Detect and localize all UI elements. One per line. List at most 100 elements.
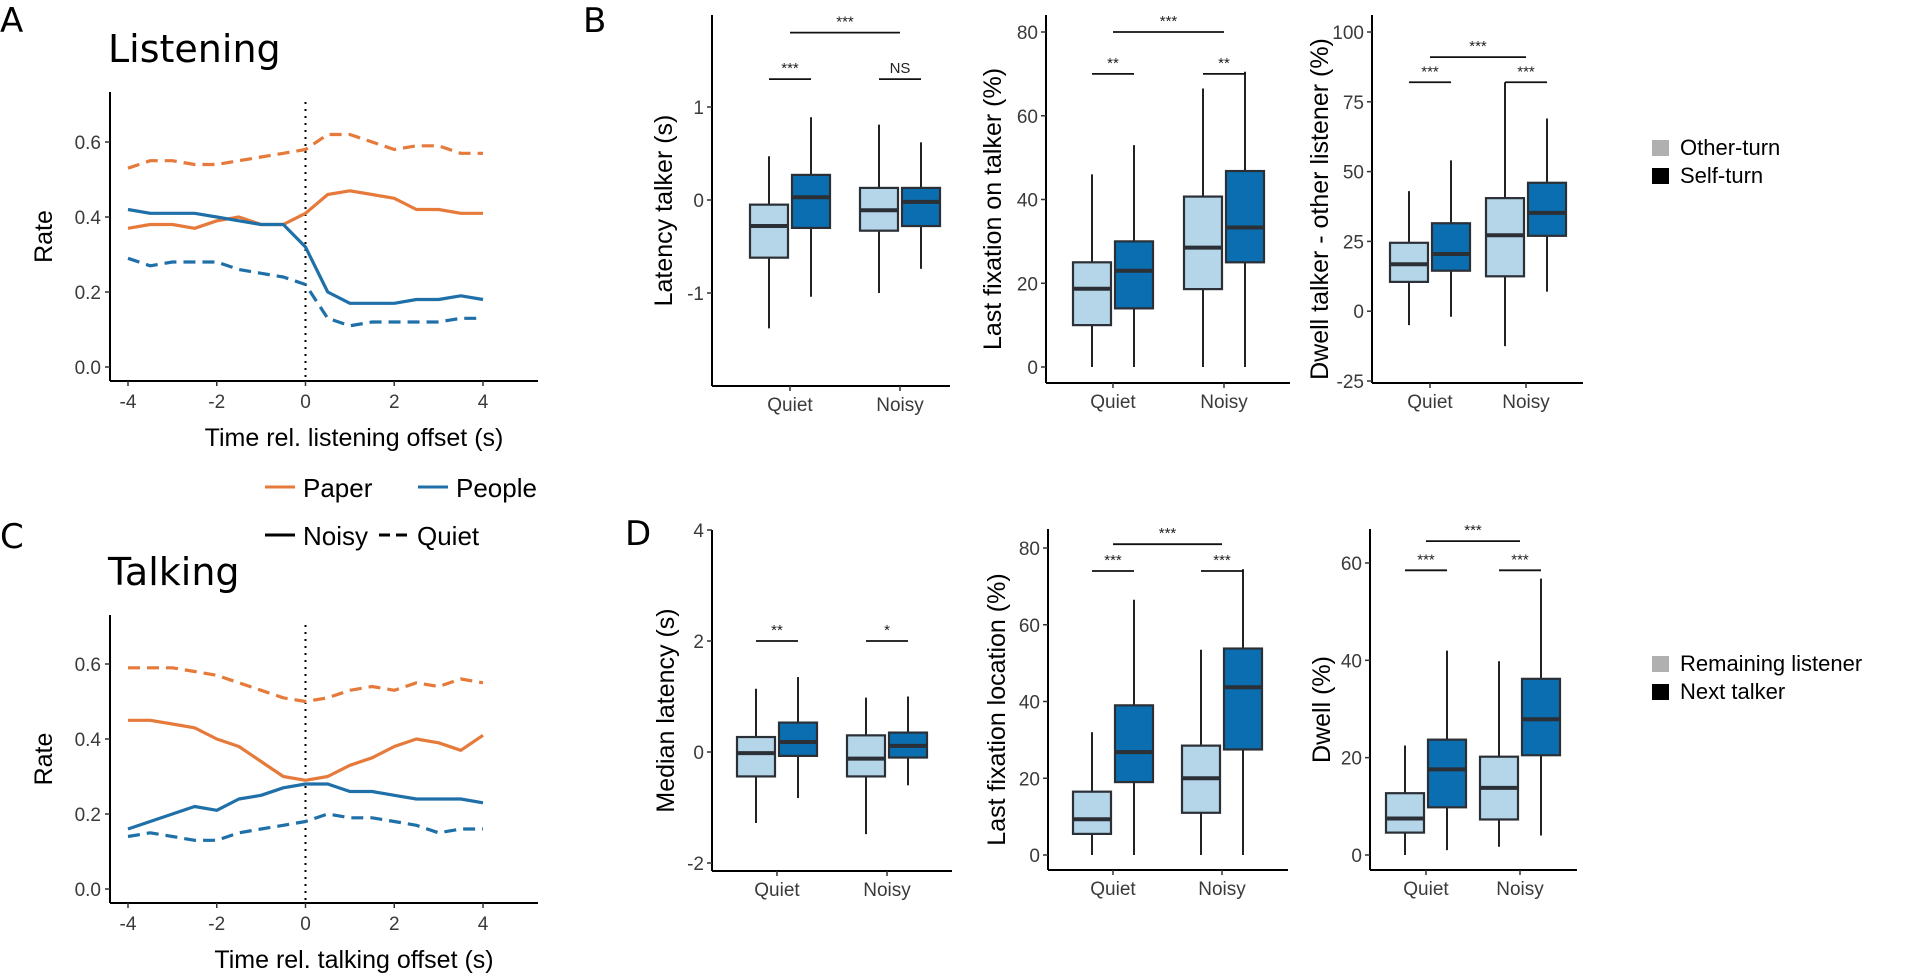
x-tick-label: Noisy bbox=[1200, 392, 1248, 413]
chart-dwell: 0 20 40 60 Quiet Noisy *** *** *** Dwell (%) bbox=[1308, 522, 1577, 900]
x-tick-label: Noisy bbox=[863, 880, 911, 901]
significance-label: *** bbox=[1517, 63, 1535, 80]
box-iqr bbox=[1426, 738, 1468, 809]
x-tick-label: -4 bbox=[120, 914, 137, 935]
x-tick-label: -4 bbox=[120, 392, 137, 413]
box-iqr bbox=[1182, 195, 1224, 291]
x-axis-label: Time rel. listening offset (s) bbox=[205, 424, 504, 452]
y-tick-label: 0.4 bbox=[75, 208, 102, 229]
significance-label: *** bbox=[1159, 525, 1177, 542]
significance-label: *** bbox=[1213, 552, 1231, 569]
legend-role: Remaining listener Next talker bbox=[1652, 651, 1862, 704]
y-tick-label: 4 bbox=[693, 521, 704, 542]
series-line-people-quiet bbox=[127, 812, 483, 842]
x-tick-label: 2 bbox=[389, 914, 400, 935]
x-tick-label: Quiet bbox=[767, 395, 813, 416]
box-iqr bbox=[1526, 181, 1568, 237]
panel-letter-a: A bbox=[0, 1, 23, 41]
x-tick-label: -2 bbox=[208, 392, 225, 413]
series-line-people-noisy bbox=[127, 782, 484, 831]
y-tick-label: 0.0 bbox=[75, 358, 101, 379]
significance-label: *** bbox=[1421, 63, 1439, 80]
y-axis-label: Dwell talker - other listener (%) bbox=[1306, 38, 1334, 380]
significance-label: *** bbox=[781, 60, 799, 77]
y-axis-label: Dwell (%) bbox=[1308, 656, 1336, 763]
x-tick-label: 4 bbox=[478, 914, 489, 935]
series-line-people-quiet bbox=[127, 256, 483, 328]
x-tick-label: -2 bbox=[208, 914, 225, 935]
legend-label-quiet: Quiet bbox=[417, 521, 480, 551]
box-iqr bbox=[845, 734, 887, 778]
box-iqr bbox=[1113, 240, 1155, 310]
box-iqr bbox=[1071, 790, 1113, 835]
significance-label: * bbox=[884, 622, 890, 639]
y-tick-label: 1 bbox=[693, 98, 704, 119]
y-axis-label: Rate bbox=[30, 210, 58, 263]
legend-label: Next talker bbox=[1680, 679, 1785, 704]
chart-title: Talking bbox=[107, 550, 240, 594]
series-line-paper-quiet bbox=[127, 132, 483, 170]
y-tick-label: 0.4 bbox=[75, 730, 102, 751]
legend-swatch bbox=[1652, 656, 1669, 672]
significance-label: NS bbox=[890, 60, 911, 77]
significance-label: *** bbox=[1511, 551, 1529, 568]
y-axis-label: Last fixation on talker (%) bbox=[979, 68, 1007, 350]
y-tick-label: 40 bbox=[1341, 651, 1362, 672]
x-tick-label: 4 bbox=[478, 392, 489, 413]
legend-label-noisy: Noisy bbox=[303, 521, 368, 551]
x-tick-label: 2 bbox=[389, 392, 400, 413]
y-tick-label: 60 bbox=[1017, 107, 1038, 128]
x-axis-label: Time rel. talking offset (s) bbox=[214, 946, 493, 974]
y-tick-label: -1 bbox=[687, 284, 704, 305]
box-iqr bbox=[1071, 261, 1113, 327]
significance-label: ** bbox=[771, 622, 783, 639]
x-tick-label: Quiet bbox=[1407, 392, 1453, 413]
x-tick-label: Quiet bbox=[754, 880, 800, 901]
legend-swatch bbox=[1652, 140, 1669, 156]
y-tick-label: -2 bbox=[687, 854, 704, 875]
y-tick-label: 2 bbox=[693, 632, 704, 653]
box-iqr bbox=[1384, 792, 1426, 834]
y-tick-label: -25 bbox=[1337, 372, 1364, 393]
y-tick-label: 75 bbox=[1343, 93, 1364, 114]
x-tick-label: Noisy bbox=[1496, 879, 1544, 900]
series-line-paper-noisy bbox=[128, 718, 484, 782]
legend-line-styles: Paper People Noisy Quiet bbox=[265, 473, 537, 551]
x-tick-label: Noisy bbox=[876, 395, 924, 416]
legend-label-paper: Paper bbox=[303, 473, 373, 503]
significance-label: ** bbox=[1107, 55, 1119, 72]
y-tick-label: 25 bbox=[1343, 232, 1364, 253]
chart-dwell-talker-other-listener: -25 0 25 50 75 100 Quiet Noisy *** *** *** Dwell ta… bbox=[1306, 15, 1583, 413]
panel-letter-b: B bbox=[583, 1, 606, 41]
legend-label: Remaining listener bbox=[1680, 651, 1862, 676]
box-iqr bbox=[777, 721, 819, 757]
chart-latency-talker: -1 0 1 Quiet Noisy *** *** NS Latency talker (s) bbox=[650, 14, 950, 416]
significance-label: *** bbox=[1464, 522, 1482, 539]
x-tick-label: Quiet bbox=[1090, 392, 1136, 413]
y-tick-label: 0.2 bbox=[75, 283, 101, 304]
y-tick-label: 80 bbox=[1019, 539, 1040, 560]
y-tick-label: 20 bbox=[1017, 274, 1038, 295]
y-tick-label: 0 bbox=[1027, 358, 1038, 379]
series-line-paper-quiet bbox=[128, 666, 484, 704]
y-tick-label: 0 bbox=[693, 743, 704, 764]
box-iqr bbox=[748, 203, 790, 259]
significance-label: ** bbox=[1218, 55, 1230, 72]
y-axis-label: Latency talker (s) bbox=[650, 115, 678, 307]
y-tick-label: 20 bbox=[1019, 769, 1040, 790]
chart-last-fixation-location: 0 20 40 60 80 Quiet Noisy *** *** *** Last fixatio… bbox=[983, 525, 1288, 900]
y-tick-label: 20 bbox=[1341, 749, 1362, 770]
box-iqr bbox=[790, 173, 832, 229]
x-tick-label: Noisy bbox=[1198, 879, 1246, 900]
box-iqr bbox=[1222, 647, 1264, 751]
series-line-people-noisy bbox=[127, 207, 484, 305]
box-iqr bbox=[1224, 169, 1266, 264]
y-axis-label: Median latency (s) bbox=[652, 608, 680, 812]
chart-title: Listening bbox=[108, 27, 281, 71]
x-tick-label: 0 bbox=[300, 392, 311, 413]
y-tick-label: 100 bbox=[1332, 23, 1364, 44]
legend-swatch bbox=[1652, 168, 1669, 184]
